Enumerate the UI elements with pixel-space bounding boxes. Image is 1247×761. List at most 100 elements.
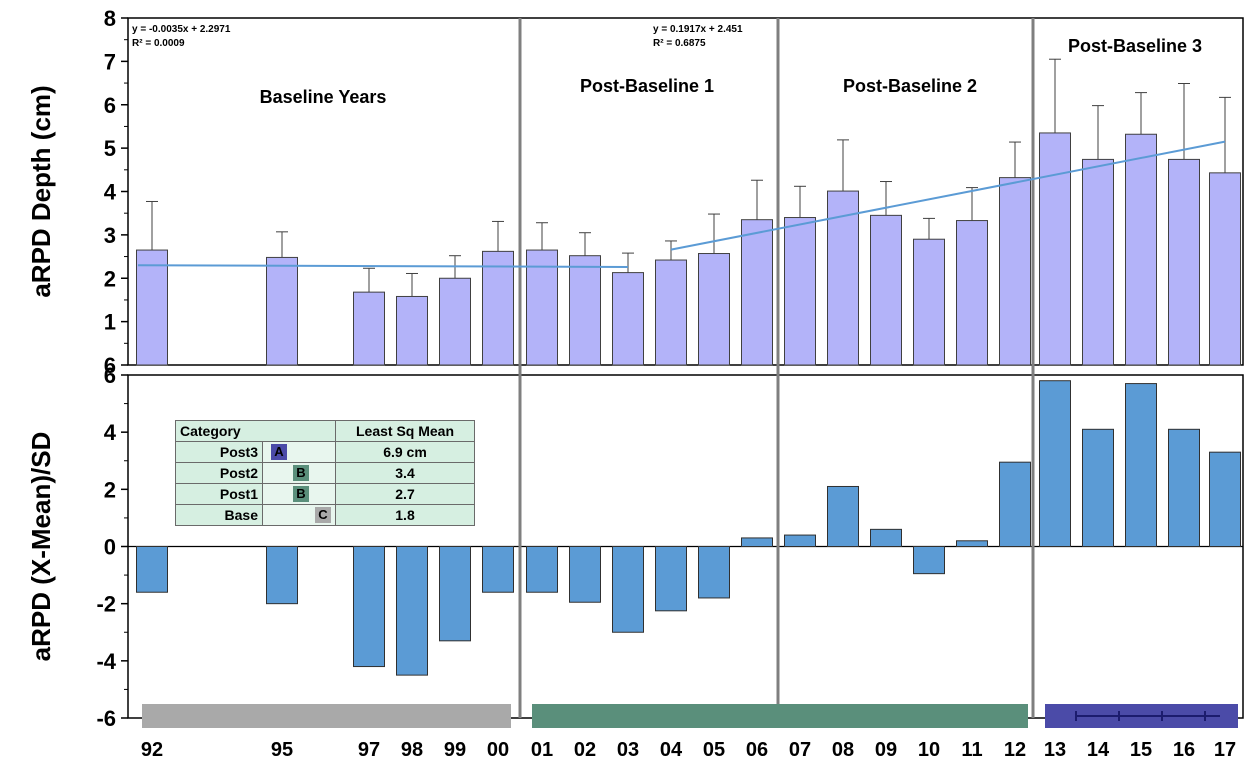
- lsm-category: Post1: [175, 483, 263, 505]
- lsm-row: Post2 B 3.4: [175, 462, 475, 484]
- anomaly-bar: [913, 546, 945, 575]
- x-tick-label: 03: [617, 739, 639, 761]
- y-tick-label: -6: [96, 706, 116, 731]
- lsm-row: Post1 B 2.7: [175, 483, 475, 505]
- y-axis-title: aRPD Depth (cm): [26, 85, 56, 297]
- x-tick-label: 98: [401, 739, 423, 761]
- anomaly-bar: [784, 534, 816, 547]
- x-tick-label: 95: [271, 739, 293, 761]
- x-tick-label: 05: [703, 739, 725, 761]
- anomaly-bar: [482, 546, 514, 593]
- least-squares-table: Category Least Sq Mean Post3 A 6.9 cm Po…: [175, 420, 475, 526]
- y-tick-label: 3: [104, 223, 116, 248]
- x-tick-label: 12: [1004, 739, 1026, 761]
- x-tick-label: 04: [660, 739, 683, 761]
- depth-bar: [1125, 133, 1157, 366]
- y-tick-label: 0: [104, 535, 116, 560]
- anomaly-bar: [439, 546, 471, 642]
- anomaly-bar: [136, 546, 168, 593]
- depth-bar: [1168, 158, 1200, 366]
- x-tick-label: 97: [358, 739, 380, 761]
- lsm-row: Post3 A 6.9 cm: [175, 441, 475, 463]
- x-tick-label: 99: [444, 739, 466, 761]
- depth-bar: [439, 277, 471, 366]
- anomaly-bar: [827, 485, 859, 548]
- x-tick-label: 06: [746, 739, 768, 761]
- anomaly-bar: [569, 546, 601, 603]
- x-tick-label: 02: [574, 739, 596, 761]
- trend-line: [670, 140, 1226, 251]
- depth-bar: [827, 190, 859, 366]
- depth-bar: [136, 249, 168, 366]
- depth-bar: [698, 253, 730, 366]
- lsm-category: Base: [175, 504, 263, 526]
- x-tick-label: 92: [141, 739, 163, 761]
- y-tick-label: 6: [104, 353, 116, 378]
- depth-bar: [956, 220, 988, 366]
- depth-bar: [1082, 158, 1114, 366]
- lsm-header-category: Category: [175, 420, 336, 442]
- y-tick-label: 4: [104, 420, 117, 445]
- anomaly-bar: [999, 461, 1031, 547]
- x-tick-label: 16: [1173, 739, 1195, 761]
- y-tick-label: 2: [104, 266, 116, 291]
- trend-equation: y = 0.1917x + 2.451: [653, 24, 743, 35]
- depth-bar: [1209, 172, 1241, 366]
- lsm-group-letter: B: [293, 486, 309, 502]
- anomaly-bar: [655, 546, 687, 612]
- section-label: Baseline Years: [260, 87, 387, 107]
- trend-r-squared: R² = 0.0009: [132, 38, 185, 49]
- x-tick-label: 01: [531, 739, 553, 761]
- y-tick-label: 8: [104, 6, 116, 31]
- x-tick-label: 14: [1087, 739, 1110, 761]
- lsm-category: Post3: [175, 441, 263, 463]
- anomaly-bar: [396, 546, 428, 676]
- anomaly-bar: [1168, 428, 1200, 547]
- x-tick-label: 10: [918, 739, 940, 761]
- lsm-mean: 2.7: [335, 483, 475, 505]
- y-tick-label: 6: [104, 93, 116, 118]
- x-tick-label: 09: [875, 739, 897, 761]
- x-tick-label: 11: [961, 739, 982, 761]
- x-tick-label: 13: [1044, 739, 1066, 761]
- depth-bar: [353, 291, 385, 366]
- depth-bar: [999, 177, 1031, 366]
- lsm-group-letter: A: [271, 444, 287, 460]
- anomaly-bar: [698, 546, 730, 599]
- section-label: Post-Baseline 1: [580, 76, 714, 96]
- anomaly-bar: [1039, 380, 1071, 548]
- depth-bar: [569, 255, 601, 366]
- y-tick-label: -2: [96, 592, 116, 617]
- trend-equation: y = -0.0035x + 2.2971: [132, 24, 231, 35]
- x-tick-label: 17: [1214, 739, 1236, 761]
- anomaly-bar: [1125, 383, 1157, 548]
- lsm-mean: 6.9 cm: [335, 441, 475, 463]
- x-tick-label: 08: [832, 739, 854, 761]
- depth-bar: [1039, 132, 1071, 366]
- depth-bar: [913, 238, 945, 366]
- y-tick-label: 4: [104, 180, 117, 205]
- depth-bar: [784, 217, 816, 366]
- lsm-mean: 1.8: [335, 504, 475, 526]
- depth-bar: [266, 256, 298, 366]
- period-bar: [532, 704, 1028, 728]
- anomaly-bar: [741, 537, 773, 547]
- y-axis-title: aRPD (X-Mean)/SD: [26, 432, 56, 662]
- trend-line: [137, 264, 629, 268]
- x-tick-label: 00: [487, 739, 509, 761]
- depth-bar: [655, 259, 687, 366]
- y-tick-label: 2: [104, 477, 116, 502]
- depth-bar: [612, 272, 644, 366]
- anomaly-bar: [266, 546, 298, 605]
- anomaly-bar: [353, 546, 385, 668]
- anomaly-bar: [612, 546, 644, 633]
- depth-bar: [396, 295, 428, 366]
- section-label: Post-Baseline 2: [843, 76, 977, 96]
- depth-bar: [741, 219, 773, 366]
- y-tick-label: 1: [104, 310, 116, 335]
- anomaly-bar: [526, 546, 558, 593]
- y-tick-label: 7: [104, 49, 116, 74]
- y-tick-label: -4: [96, 649, 116, 674]
- lsm-header-mean: Least Sq Mean: [335, 420, 475, 442]
- lsm-group-letter: C: [315, 507, 331, 523]
